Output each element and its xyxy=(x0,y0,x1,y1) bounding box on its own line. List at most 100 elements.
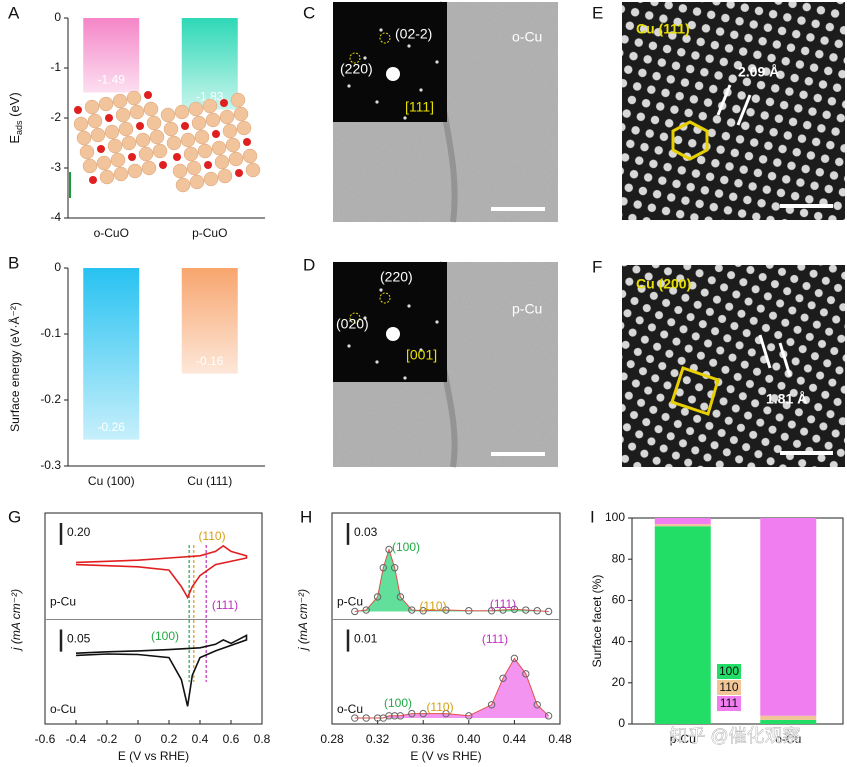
spot xyxy=(363,56,367,60)
data-point xyxy=(533,701,541,709)
atom xyxy=(128,153,136,161)
annotation: (110) xyxy=(426,700,453,714)
atom xyxy=(173,153,181,161)
frame xyxy=(631,517,844,725)
atom xyxy=(220,99,228,107)
atom xyxy=(211,140,227,156)
x-tick-label: Cu (111) xyxy=(187,474,232,488)
cv-curve xyxy=(75,544,248,600)
x-tick-label: Cu (100) xyxy=(88,474,135,488)
panel-label: H xyxy=(300,507,312,526)
bar-segment xyxy=(654,524,711,527)
panel-label: B xyxy=(8,253,19,272)
x-tick-label: 0.2 xyxy=(161,732,178,746)
lattice-image xyxy=(622,2,845,220)
annotation: (110) xyxy=(419,599,446,613)
spot-marker xyxy=(379,292,391,304)
x-tick-label: p-CuO xyxy=(192,226,227,240)
scale-bar-label: 0.05 xyxy=(67,632,91,646)
atom xyxy=(174,104,190,120)
central-spot xyxy=(386,327,400,341)
y-tick-label: -0.1 xyxy=(40,326,61,340)
atom xyxy=(84,99,100,115)
x-axis-label: E (V vs RHE) xyxy=(118,749,189,763)
data-point xyxy=(408,606,416,614)
atom xyxy=(152,143,168,159)
spot xyxy=(375,100,379,104)
atom xyxy=(163,121,179,137)
spacing-line xyxy=(778,342,792,377)
atom xyxy=(203,171,219,187)
bar xyxy=(83,268,140,440)
label-part: E xyxy=(7,135,22,144)
annotation: (111) xyxy=(482,632,508,646)
atom xyxy=(236,120,252,136)
peak-area xyxy=(354,658,549,719)
atom xyxy=(129,104,145,120)
atom xyxy=(186,160,202,176)
y-axis-label: Eads (eV) xyxy=(7,92,24,143)
atom xyxy=(113,166,129,182)
atom xyxy=(204,161,212,169)
spot-marker xyxy=(349,312,361,324)
atom xyxy=(202,98,218,114)
bar xyxy=(181,18,238,110)
series-label: o-Cu xyxy=(50,702,76,716)
scale-bar-label: 0.03 xyxy=(354,525,378,539)
y-axis-label: j (mA cm⁻²) xyxy=(296,589,310,652)
image-label: (220) xyxy=(340,61,373,77)
label-part: (eV) xyxy=(7,92,22,120)
image-label: p-Cu xyxy=(512,301,542,317)
atom xyxy=(188,101,204,117)
hexagon-marker xyxy=(671,120,709,161)
y-tick-label: -2 xyxy=(50,110,61,124)
atom xyxy=(230,92,246,108)
fit-line xyxy=(354,547,549,612)
data-point xyxy=(465,607,473,615)
atom xyxy=(214,154,230,170)
legend-label: 111 xyxy=(720,696,739,710)
spot xyxy=(435,320,439,324)
image-label: (020) xyxy=(336,316,369,332)
x-tick-label: -0.2 xyxy=(97,732,118,746)
data-point xyxy=(499,606,507,614)
atom xyxy=(172,163,188,179)
atom xyxy=(175,177,191,193)
data-point xyxy=(362,714,370,722)
data-point xyxy=(408,709,416,718)
atom xyxy=(183,146,199,162)
atom xyxy=(143,101,159,117)
data-point xyxy=(396,712,405,720)
data-point xyxy=(351,607,359,616)
y-tick-label: 0 xyxy=(54,10,61,24)
atom xyxy=(105,114,113,122)
bar xyxy=(181,268,238,374)
y-tick-label: 60 xyxy=(612,593,626,607)
x-tick-label: 0.32 xyxy=(366,732,390,746)
data-point xyxy=(442,709,450,718)
fit-line xyxy=(354,657,549,719)
y-tick-label: 100 xyxy=(605,510,625,524)
legend-swatch xyxy=(717,680,741,695)
atom xyxy=(245,162,261,178)
bar-segment xyxy=(654,526,711,724)
panel-label: C xyxy=(303,3,315,22)
annotation: (111) xyxy=(490,597,516,611)
atom xyxy=(104,124,120,140)
x-tick-label: -0.4 xyxy=(66,732,87,746)
annotation: (100) xyxy=(151,629,179,643)
data-point xyxy=(522,670,530,678)
atom xyxy=(82,158,98,174)
spot xyxy=(347,84,351,88)
y-tick-label: 20 xyxy=(612,675,626,689)
legend-swatch xyxy=(717,696,741,711)
data-point xyxy=(499,674,507,682)
spot xyxy=(403,116,407,120)
atom xyxy=(149,129,165,145)
data-point xyxy=(419,709,427,718)
spot xyxy=(379,28,383,32)
x-tick-label: 0.40 xyxy=(457,732,481,746)
central-spot xyxy=(386,67,400,81)
atom xyxy=(205,112,221,128)
